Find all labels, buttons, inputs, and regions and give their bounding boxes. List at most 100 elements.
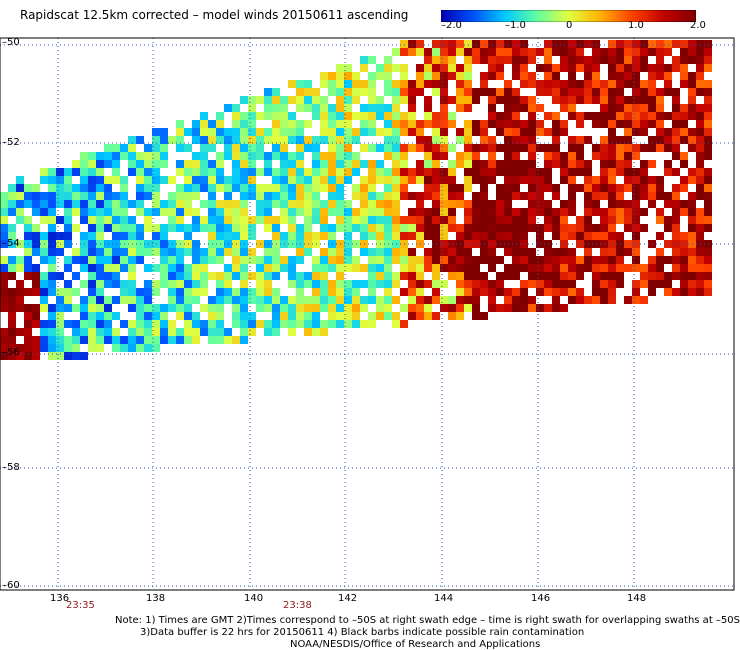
wind-cell (344, 96, 352, 104)
wind-cell (504, 152, 512, 160)
wind-cell (456, 160, 464, 168)
wind-cell (312, 264, 320, 272)
wind-cell (280, 152, 288, 160)
wind-cell (144, 320, 152, 328)
wind-cell (456, 128, 464, 136)
wind-cell (80, 304, 88, 312)
wind-cell (664, 40, 672, 48)
wind-cell (184, 288, 192, 296)
wind-cell (192, 184, 200, 192)
wind-cell (536, 264, 544, 272)
wind-cell (696, 216, 704, 224)
wind-cell (312, 112, 320, 120)
wind-cell (400, 184, 408, 192)
wind-cell (624, 128, 632, 136)
wind-cell (408, 40, 416, 48)
wind-cell (488, 40, 496, 48)
wind-cell (488, 96, 496, 104)
wind-cell (552, 288, 560, 296)
wind-cell (584, 248, 592, 256)
wind-cell (312, 136, 320, 144)
wind-cell (328, 320, 336, 328)
wind-cell (440, 40, 448, 48)
wind-cell (328, 312, 336, 320)
wind-cell (456, 104, 464, 112)
wind-cell (32, 232, 40, 240)
wind-cell (216, 112, 224, 120)
wind-cell (304, 144, 312, 152)
wind-cell (520, 256, 528, 264)
wind-cell (448, 160, 456, 168)
wind-cell (264, 136, 272, 144)
wind-cell (296, 192, 304, 200)
wind-cell (520, 288, 528, 296)
wind-cell (632, 48, 640, 56)
wind-cell (192, 280, 200, 288)
wind-cell (608, 296, 616, 304)
wind-cell (432, 72, 440, 80)
wind-cell (592, 64, 600, 72)
wind-cell (240, 264, 248, 272)
wind-cell (520, 176, 528, 184)
wind-cell (704, 248, 712, 256)
wind-cell (352, 280, 360, 288)
wind-cell (168, 272, 176, 280)
wind-cell (8, 208, 16, 216)
wind-cell (0, 352, 8, 360)
wind-cell (112, 296, 120, 304)
wind-cell (480, 88, 488, 96)
wind-cell (464, 304, 472, 312)
wind-cell (384, 280, 392, 288)
wind-cell (688, 104, 696, 112)
wind-cell (232, 200, 240, 208)
wind-cell (496, 200, 504, 208)
wind-cell (104, 328, 112, 336)
wind-cell (496, 224, 504, 232)
wind-cell (312, 104, 320, 112)
wind-cell (208, 128, 216, 136)
wind-cell (248, 96, 256, 104)
wind-cell (144, 280, 152, 288)
wind-cell (512, 248, 520, 256)
wind-cell (696, 168, 704, 176)
wind-cell (576, 136, 584, 144)
wind-cell (200, 160, 208, 168)
wind-cell (56, 344, 64, 352)
wind-cell (408, 272, 416, 280)
wind-cell (576, 40, 584, 48)
wind-cell (552, 184, 560, 192)
wind-cell (352, 296, 360, 304)
wind-cell (152, 152, 160, 160)
wind-cell (480, 208, 488, 216)
wind-cell (424, 72, 432, 80)
wind-cell (328, 72, 336, 80)
wind-cell (344, 120, 352, 128)
wind-cell (568, 112, 576, 120)
wind-cell (248, 216, 256, 224)
wind-cell (464, 40, 472, 48)
wind-cell (56, 352, 64, 360)
wind-cell (432, 128, 440, 136)
wind-cell (616, 104, 624, 112)
wind-cell (304, 216, 312, 224)
wind-cell (688, 256, 696, 264)
wind-cell (672, 208, 680, 216)
wind-cell (664, 272, 672, 280)
wind-cell (208, 192, 216, 200)
wind-cell (168, 136, 176, 144)
wind-cell (392, 192, 400, 200)
wind-cell (680, 232, 688, 240)
wind-cell (400, 72, 408, 80)
wind-cell (512, 272, 520, 280)
wind-cell (504, 192, 512, 200)
wind-cell (128, 344, 136, 352)
wind-cell (224, 232, 232, 240)
wind-cell (240, 248, 248, 256)
wind-cell (584, 200, 592, 208)
wind-cell (672, 224, 680, 232)
wind-cell (424, 248, 432, 256)
wind-cell (232, 104, 240, 112)
wind-cell (576, 288, 584, 296)
wind-cell (656, 48, 664, 56)
wind-cell (8, 336, 16, 344)
